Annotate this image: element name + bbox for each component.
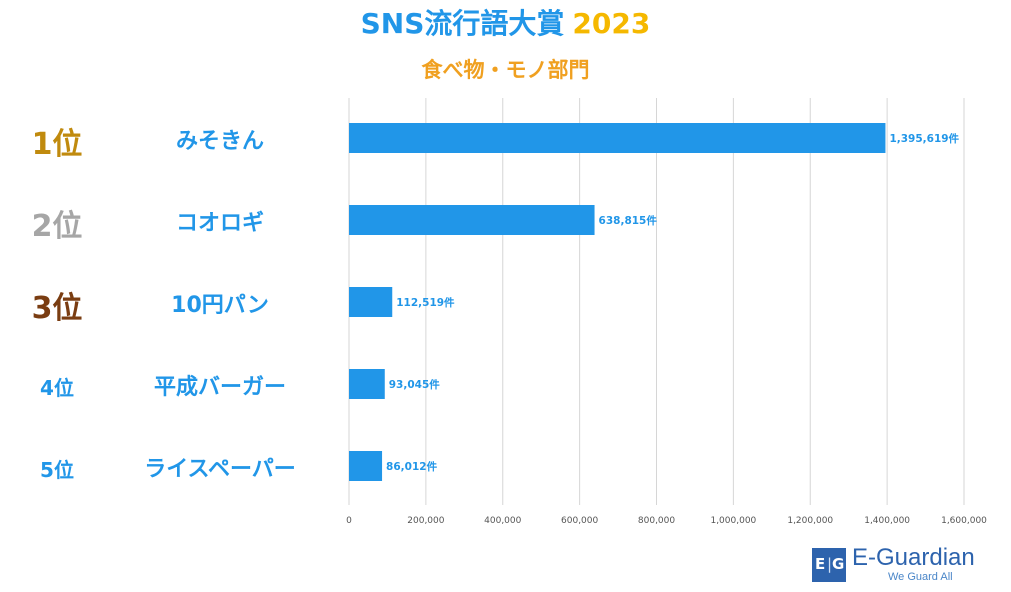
rank-label: 1位: [31, 127, 83, 163]
x-tick-label: 0: [346, 516, 352, 526]
logo-tagline: We Guard All: [888, 571, 953, 583]
e-guardian-logo: E | G E-Guardian We Guard All: [812, 544, 992, 586]
x-tick-label: 1,000,000: [710, 516, 756, 526]
bar: [349, 451, 383, 481]
value-label: 1,395,619件: [889, 132, 959, 145]
value-label: 112,519件: [396, 296, 455, 309]
x-tick-label: 800,000: [638, 516, 675, 526]
x-tick-label: 1,200,000: [787, 516, 833, 526]
value-label: 86,012件: [386, 460, 438, 473]
rank-label: 2位: [31, 209, 83, 245]
title-text: SNS流行語大賞: [360, 7, 565, 40]
logo-mark-icon: E | G: [812, 548, 846, 582]
logo-name: E-Guardian: [852, 544, 975, 571]
bar: [349, 123, 886, 153]
title-year: 2023: [572, 7, 651, 40]
value-label: 638,815件: [599, 214, 658, 227]
value-label: 93,045件: [389, 378, 441, 391]
category-label: 10円パン: [171, 293, 269, 318]
category-label: 平成バーガー: [153, 375, 286, 400]
category-label: ライスペーパー: [144, 457, 296, 482]
category-label: コオロギ: [175, 211, 264, 236]
rank-label: 3位: [31, 291, 83, 327]
x-tick-label: 400,000: [484, 516, 521, 526]
x-tick-label: 1,600,000: [941, 516, 987, 526]
rank-label: 5位: [40, 457, 74, 482]
x-tick-label: 200,000: [407, 516, 444, 526]
bar: [349, 205, 595, 235]
chart-title: SNS流行語大賞 2023: [0, 6, 1011, 42]
bar: [349, 369, 385, 399]
x-tick-label: 600,000: [561, 516, 598, 526]
chart-subtitle: 食べ物・モノ部門: [421, 58, 590, 82]
bar: [349, 287, 393, 317]
x-tick-label: 1,400,000: [864, 516, 910, 526]
category-label: みそきん: [175, 129, 264, 154]
rank-label: 4位: [40, 375, 74, 400]
